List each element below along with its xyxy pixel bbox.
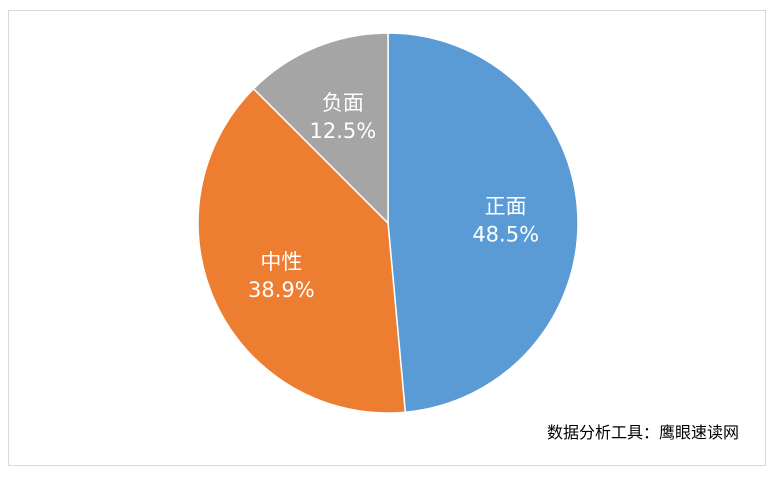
slice-category-label: 正面 bbox=[485, 195, 527, 219]
pie-slice-2 bbox=[252, 32, 389, 225]
slice-value-label: 48.5% bbox=[472, 223, 539, 247]
slice-value-label: 38.9% bbox=[248, 278, 315, 302]
pie-chart: 正面 48.5% 中性 38.9% 负面 12.5% bbox=[197, 32, 579, 414]
source-note: 数据分析工具：鹰眼速读网 bbox=[546, 423, 739, 442]
pie-slice-1 bbox=[197, 87, 407, 414]
slice-value-label: 12.5% bbox=[310, 119, 377, 143]
pie-slice-0 bbox=[387, 32, 579, 414]
slice-category-label: 中性 bbox=[260, 250, 302, 274]
chart-frame: 正面 48.5% 中性 38.9% 负面 12.5% 数据分析工具：鹰眼速读网 bbox=[8, 10, 766, 466]
slice-category-label: 负面 bbox=[322, 91, 364, 115]
